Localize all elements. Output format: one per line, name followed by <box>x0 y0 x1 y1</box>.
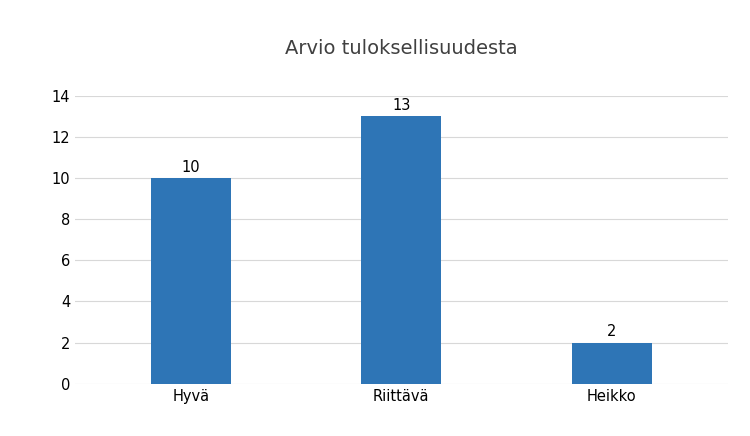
Text: 10: 10 <box>182 160 200 175</box>
Bar <box>151 178 231 384</box>
Bar <box>362 116 441 384</box>
Text: 13: 13 <box>392 99 410 113</box>
Text: 2: 2 <box>607 324 616 340</box>
Title: Arvio tuloksellisuudesta: Arvio tuloksellisuudesta <box>285 39 518 58</box>
Bar <box>572 343 652 384</box>
